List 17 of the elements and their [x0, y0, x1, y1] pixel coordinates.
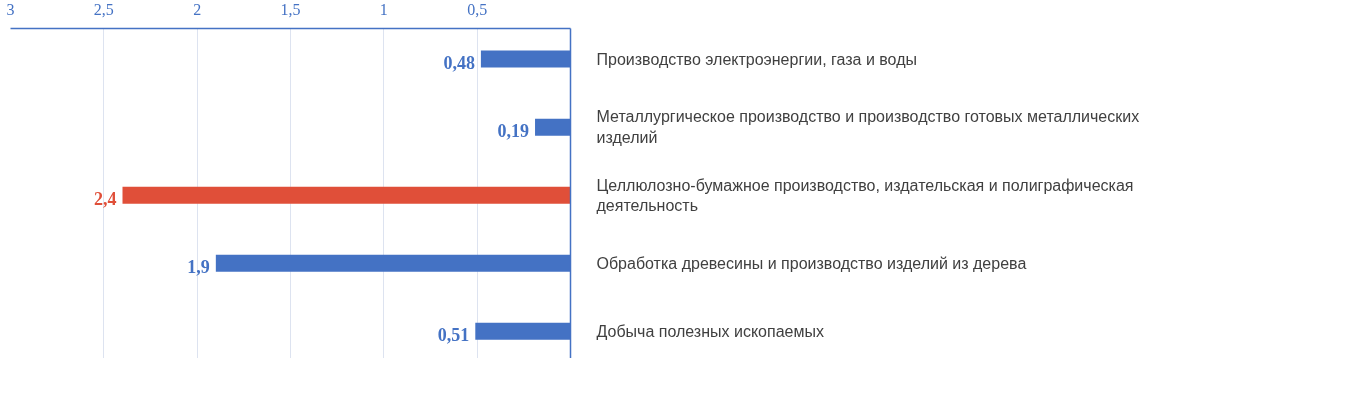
- y-tick-label: Целлюлозно-бумажное производство, издательская и полиграфическая деятельность: [596, 176, 1134, 214]
- x-tick-label: 2: [193, 0, 202, 18]
- y-tick-label: Добыча полезных ископаемых: [596, 322, 824, 340]
- data-label: 0,19: [497, 120, 530, 141]
- data-label: 1,9: [187, 256, 210, 277]
- x-tick-label: 2,5: [93, 0, 114, 18]
- x-tick-label: 1,5: [280, 0, 301, 18]
- bar: [122, 186, 571, 204]
- data-label: 2,4: [94, 188, 117, 209]
- data-label: 0,48: [443, 52, 475, 73]
- y-tick-label: Производство электроэнергии, газа и воды: [596, 50, 917, 68]
- x-tick-label: 3: [6, 0, 15, 18]
- y-tick-label: Металлургическое производство и производство готовых металлических изделий: [596, 108, 1140, 146]
- x-tick-label: 0,5: [467, 0, 488, 18]
- data-label: 0,51: [437, 324, 470, 345]
- y-tick-label: Обработка древесины и производство изделий из дерева: [596, 254, 1027, 272]
- x-tick-label: 1: [379, 0, 388, 18]
